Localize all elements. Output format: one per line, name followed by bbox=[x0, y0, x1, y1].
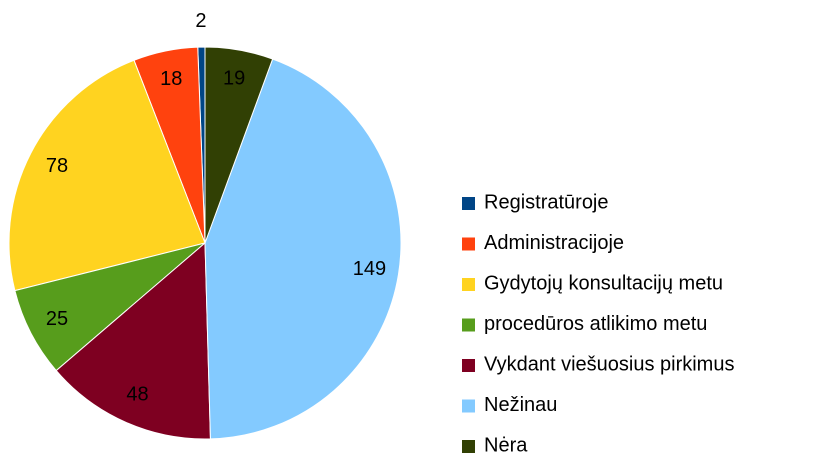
data-label: 2 bbox=[195, 10, 206, 32]
pie-slice bbox=[204, 46, 274, 244]
legend-label: Registratūroje bbox=[484, 191, 609, 213]
legend-swatch bbox=[462, 278, 475, 291]
legend-swatch bbox=[462, 237, 475, 251]
legend-label: Administracijoje bbox=[484, 232, 624, 254]
pie-slice bbox=[55, 241, 211, 440]
data-label: 78 bbox=[46, 155, 68, 177]
legend-swatch bbox=[462, 399, 475, 413]
data-label: 19 bbox=[223, 67, 245, 89]
legend-label: Gydytojų konsultacijų metu bbox=[484, 272, 723, 294]
legend-label: Nežinau bbox=[484, 394, 557, 416]
legend-swatch bbox=[462, 197, 475, 210]
legend-label: Nėra bbox=[484, 434, 528, 456]
legend-swatch bbox=[462, 318, 475, 332]
data-label: 18 bbox=[160, 68, 182, 90]
data-label: 25 bbox=[46, 308, 68, 330]
data-label: 48 bbox=[126, 384, 148, 406]
legend-label: procedūros atlikimo metu bbox=[484, 313, 707, 335]
legend-swatch bbox=[462, 359, 475, 372]
pie-slice bbox=[8, 59, 206, 292]
legend-label: Vykdant viešuosius pirkimus bbox=[484, 353, 734, 375]
pie-slice bbox=[204, 58, 402, 440]
legend-swatch bbox=[462, 440, 475, 453]
data-label: 149 bbox=[353, 258, 386, 280]
